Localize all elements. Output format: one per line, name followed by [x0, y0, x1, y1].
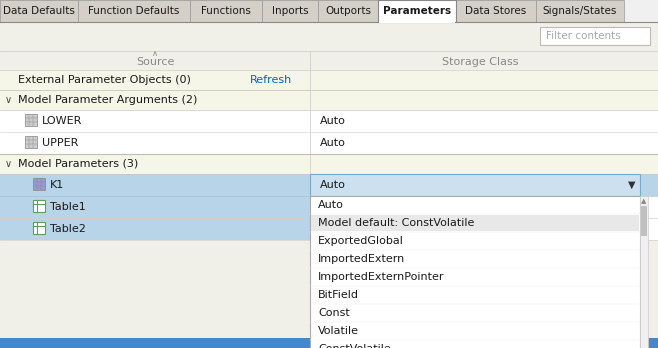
Bar — [262, 0, 318, 22]
Text: Data Defaults: Data Defaults — [3, 6, 75, 16]
Bar — [78, 0, 190, 22]
Bar — [0, 90, 658, 110]
Bar — [0, 154, 658, 174]
Text: BitField: BitField — [318, 290, 359, 300]
Bar — [540, 27, 650, 45]
Bar — [33, 222, 45, 234]
Bar — [0, 70, 658, 90]
Bar — [310, 174, 640, 196]
Text: UPPER: UPPER — [42, 138, 78, 148]
Text: Outports: Outports — [325, 6, 371, 16]
Text: Table1: Table1 — [50, 202, 86, 212]
Bar — [0, 218, 310, 240]
Text: Source: Source — [136, 57, 174, 67]
Text: K1: K1 — [50, 180, 64, 190]
Text: LOWER: LOWER — [42, 116, 82, 126]
Text: Inports: Inports — [272, 6, 309, 16]
Text: Functions: Functions — [201, 6, 251, 16]
Bar — [640, 196, 648, 348]
Text: Storage Class: Storage Class — [442, 57, 519, 67]
Bar — [641, 206, 647, 236]
Bar — [310, 196, 658, 218]
Bar — [0, 338, 658, 348]
Text: Volatile: Volatile — [318, 326, 359, 336]
Bar — [190, 0, 262, 22]
Text: ∨: ∨ — [5, 95, 12, 105]
Text: ConstVolatile: ConstVolatile — [318, 344, 391, 348]
Text: Auto: Auto — [320, 180, 346, 190]
Text: External Parameter Objects (0): External Parameter Objects (0) — [18, 75, 191, 85]
Text: ▲: ▲ — [642, 198, 647, 204]
Bar — [25, 136, 37, 148]
Text: Function Defaults: Function Defaults — [88, 6, 180, 16]
Text: Signals/States: Signals/States — [543, 6, 617, 16]
Text: Const: Const — [318, 308, 350, 318]
Text: Model Parameter Arguments (2): Model Parameter Arguments (2) — [18, 95, 197, 105]
Bar — [0, 174, 658, 196]
Bar — [33, 178, 45, 190]
Bar — [0, 240, 658, 338]
Bar — [536, 0, 624, 22]
Text: ∧: ∧ — [152, 49, 158, 58]
Text: Model Parameters (3): Model Parameters (3) — [18, 159, 138, 169]
Bar — [33, 200, 45, 212]
Text: Filter contents: Filter contents — [546, 31, 620, 41]
Text: ImportedExternPointer: ImportedExternPointer — [318, 272, 445, 282]
Bar — [0, 0, 658, 22]
Bar — [456, 0, 536, 22]
Bar — [624, 0, 658, 22]
Text: Auto: Auto — [318, 200, 344, 210]
Text: ImportedExtern: ImportedExtern — [318, 254, 405, 264]
Text: Refresh: Refresh — [250, 75, 292, 85]
Bar — [311, 215, 639, 231]
Bar — [0, 132, 658, 154]
Text: Auto: Auto — [320, 116, 346, 126]
Text: ▼: ▼ — [628, 180, 636, 190]
Bar — [0, 0, 78, 22]
Bar — [378, 0, 456, 22]
Text: Model default: ConstVolatile: Model default: ConstVolatile — [318, 218, 474, 228]
Bar — [25, 114, 37, 126]
Bar — [310, 218, 658, 240]
Bar — [0, 110, 658, 132]
Text: Table2: Table2 — [50, 224, 86, 234]
Text: ∨: ∨ — [5, 159, 12, 169]
Text: Parameters: Parameters — [383, 6, 451, 16]
Bar — [318, 0, 378, 22]
Text: Data Stores: Data Stores — [465, 6, 526, 16]
Bar — [310, 196, 640, 348]
Text: ExportedGlobal: ExportedGlobal — [318, 236, 404, 246]
Bar — [379, 21, 455, 23]
Bar — [0, 196, 310, 218]
Text: Auto: Auto — [320, 138, 346, 148]
